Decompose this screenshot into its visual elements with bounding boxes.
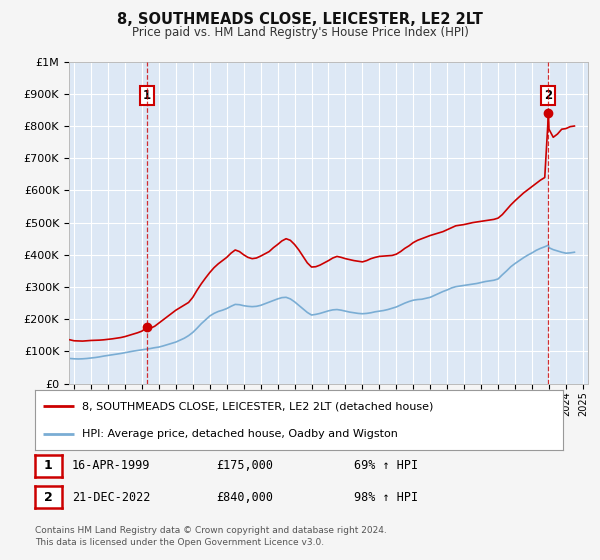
Text: This data is licensed under the Open Government Licence v3.0.: This data is licensed under the Open Gov… [35, 538, 324, 547]
Text: 21-DEC-2022: 21-DEC-2022 [72, 491, 151, 504]
Text: Contains HM Land Registry data © Crown copyright and database right 2024.: Contains HM Land Registry data © Crown c… [35, 526, 386, 535]
Text: 2: 2 [44, 491, 53, 504]
Text: £175,000: £175,000 [216, 459, 273, 473]
Text: 98% ↑ HPI: 98% ↑ HPI [354, 491, 418, 504]
Text: 16-APR-1999: 16-APR-1999 [72, 459, 151, 473]
Text: 1: 1 [143, 89, 151, 102]
Text: £840,000: £840,000 [216, 491, 273, 504]
Text: 8, SOUTHMEADS CLOSE, LEICESTER, LE2 2LT: 8, SOUTHMEADS CLOSE, LEICESTER, LE2 2LT [117, 12, 483, 27]
Text: Price paid vs. HM Land Registry's House Price Index (HPI): Price paid vs. HM Land Registry's House … [131, 26, 469, 39]
Text: 8, SOUTHMEADS CLOSE, LEICESTER, LE2 2LT (detached house): 8, SOUTHMEADS CLOSE, LEICESTER, LE2 2LT … [82, 401, 434, 411]
Text: 1: 1 [44, 459, 53, 473]
Text: HPI: Average price, detached house, Oadby and Wigston: HPI: Average price, detached house, Oadb… [82, 429, 398, 439]
Text: 2: 2 [544, 89, 553, 102]
Text: 69% ↑ HPI: 69% ↑ HPI [354, 459, 418, 473]
